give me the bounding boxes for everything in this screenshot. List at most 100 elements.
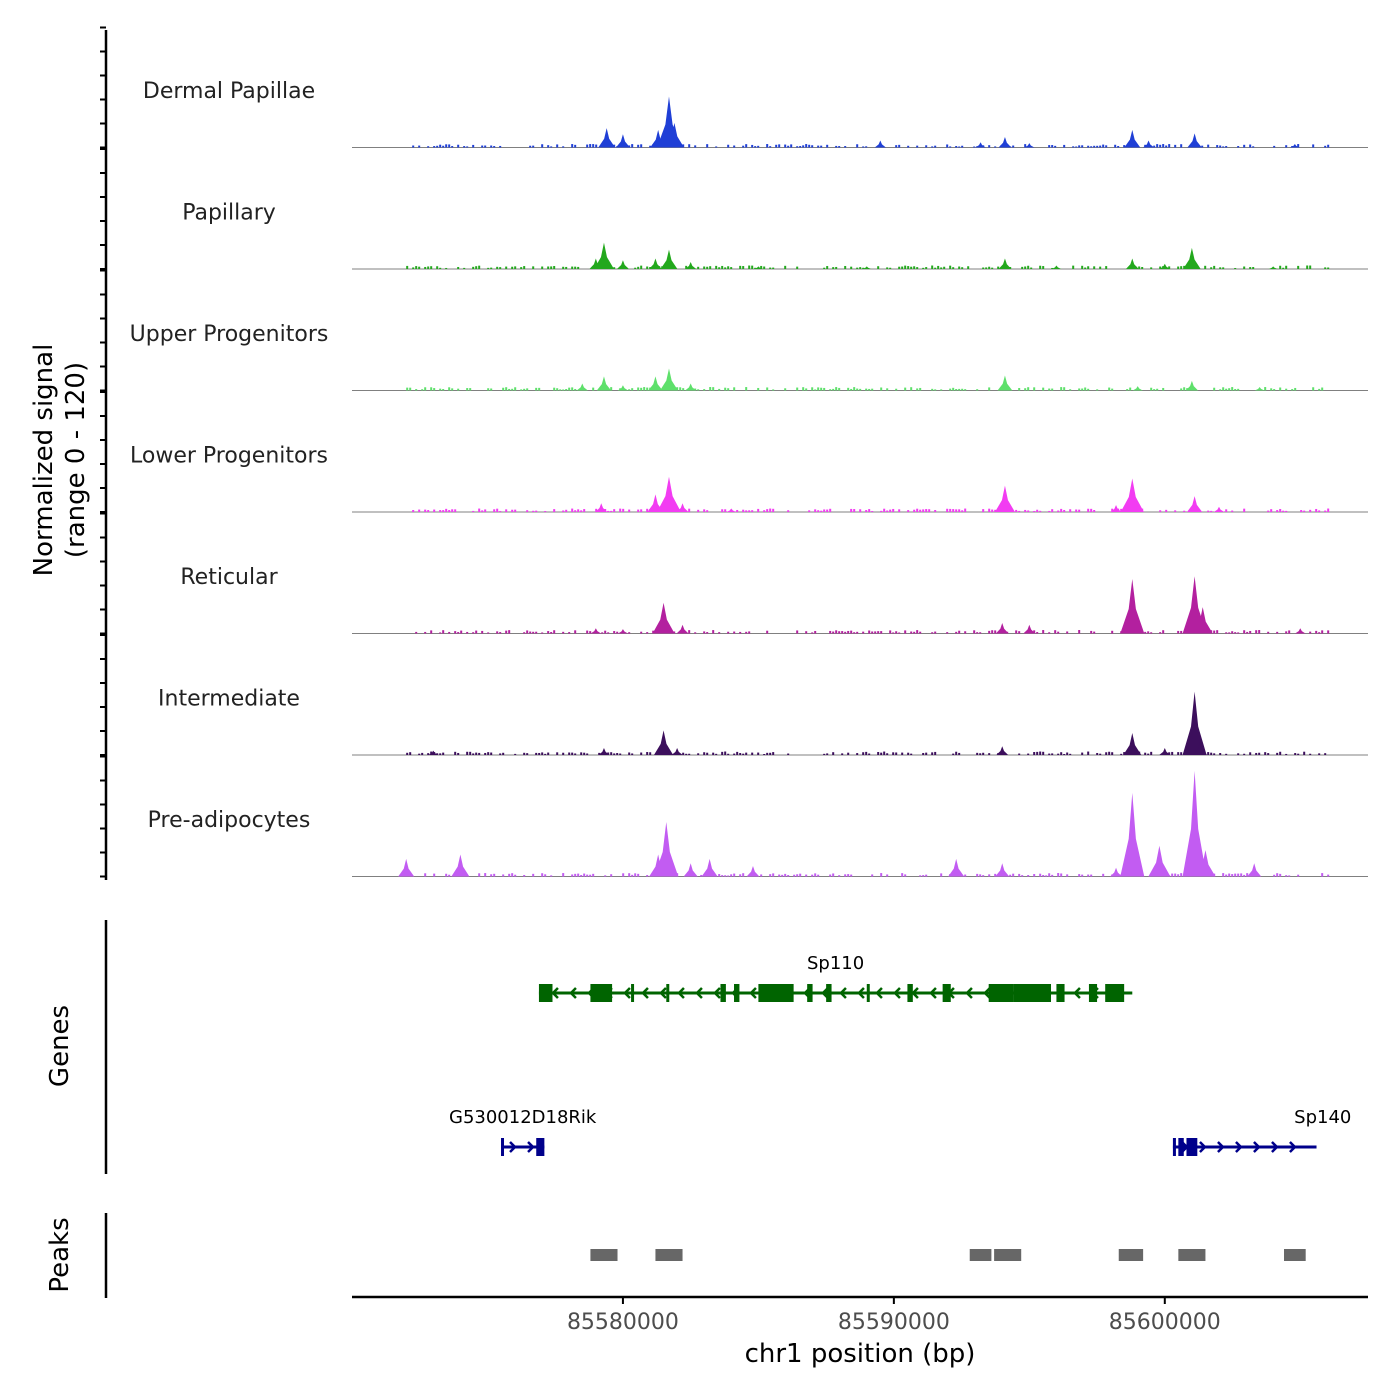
strand-arrow: [1253, 1141, 1261, 1153]
signal-noise: [1093, 266, 1096, 269]
signal-noise: [811, 387, 814, 391]
signal-noise: [631, 874, 634, 877]
strand-arrow: [893, 987, 901, 999]
signal-noise: [844, 874, 847, 877]
signal-noise: [1156, 388, 1159, 391]
signal-noise: [580, 875, 583, 877]
signal-noise: [646, 752, 649, 755]
signal-noise: [823, 509, 826, 512]
signal-noise: [1318, 388, 1321, 391]
signal-noise: [1201, 145, 1204, 148]
signal-peak: [676, 624, 689, 634]
signal-noise: [976, 389, 979, 391]
signal-noise: [640, 752, 643, 755]
signal-noise: [1018, 873, 1021, 877]
signal-noise: [1087, 508, 1090, 512]
signal-noise: [1036, 632, 1039, 634]
signal-noise: [826, 144, 829, 148]
signal-noise: [844, 146, 847, 148]
x-tick-label: 85590000: [838, 1310, 950, 1335]
signal-noise: [931, 388, 934, 391]
strand-arrow: [857, 987, 865, 999]
signal-noise: [451, 146, 454, 148]
signal-noise: [1324, 145, 1327, 148]
signal-noise: [901, 266, 904, 269]
signal-noise: [742, 873, 745, 877]
signal-noise: [697, 389, 700, 391]
signal-noise: [922, 752, 925, 755]
strand-arrow: [749, 987, 757, 999]
signal-noise: [1312, 144, 1315, 148]
signal-noise: [715, 753, 718, 755]
x-axis-title: chr1 position (bp): [745, 1339, 976, 1369]
signal-noise: [946, 508, 949, 512]
signal-peak: [615, 134, 630, 148]
signal-noise: [1060, 508, 1063, 512]
signal-noise: [448, 144, 451, 148]
signal-noise: [973, 146, 976, 148]
signal-noise: [703, 266, 706, 269]
signal-noise: [1243, 753, 1246, 755]
signal-noise: [586, 753, 589, 755]
signal-noise: [763, 753, 766, 755]
signal-noise: [1276, 631, 1279, 634]
signal-noise: [754, 267, 757, 269]
signal-noise: [994, 146, 997, 148]
signal-noise: [511, 388, 514, 391]
signal-noise: [898, 509, 901, 512]
signal-peak: [1148, 845, 1171, 877]
signal-noise: [955, 751, 958, 755]
signal-noise: [409, 387, 412, 391]
signal-noise: [1276, 752, 1279, 755]
signal-noise: [454, 631, 457, 634]
signal-noise: [1327, 144, 1330, 148]
signal-noise: [889, 267, 892, 269]
signal-noise: [610, 752, 613, 755]
signal-noise: [1024, 144, 1027, 148]
signal-noise: [442, 145, 445, 148]
signal-noise: [1090, 630, 1093, 634]
peak-region: [1284, 1249, 1306, 1261]
signal-noise: [1177, 874, 1180, 877]
signal-noise: [862, 631, 865, 634]
signal-noise: [865, 751, 868, 755]
signal-noise: [1162, 630, 1165, 634]
peak-region: [590, 1249, 618, 1261]
signal-peak: [595, 503, 608, 512]
signal-noise: [595, 508, 598, 512]
signal-noise: [448, 387, 451, 391]
signal-noise: [931, 752, 934, 755]
signal-noise: [592, 387, 595, 391]
signal-noise: [586, 874, 589, 877]
strand-arrow: [1289, 1141, 1297, 1153]
signal-noise: [499, 145, 502, 148]
signal-noise: [532, 266, 535, 269]
signal-noise: [706, 752, 709, 755]
signal-noise: [631, 388, 634, 391]
signal-noise: [526, 630, 529, 634]
signal-noise: [505, 509, 508, 512]
signal-noise: [742, 145, 745, 148]
signal-noise: [808, 144, 811, 148]
signal-noise: [634, 267, 637, 269]
signal-noise: [742, 266, 745, 269]
signal-noise: [628, 389, 631, 391]
signal-noise: [544, 510, 547, 512]
signal-noise: [562, 752, 565, 755]
gene-label: G530012D18Rik: [449, 1107, 597, 1128]
signal-noise: [694, 632, 697, 634]
signal-noise: [856, 267, 859, 269]
signal-peak: [649, 258, 662, 269]
signal-noise: [886, 753, 889, 755]
signal-noise: [883, 508, 886, 512]
signal-noise: [757, 752, 760, 755]
signal-noise: [1153, 389, 1156, 391]
signal-noise: [1234, 873, 1237, 877]
signal-noise: [817, 145, 820, 148]
strand-arrow: [623, 987, 631, 999]
signal-noise: [616, 631, 619, 634]
signal-noise: [478, 508, 481, 512]
gene-exon: [988, 984, 1014, 1002]
signal-noise: [802, 387, 805, 391]
